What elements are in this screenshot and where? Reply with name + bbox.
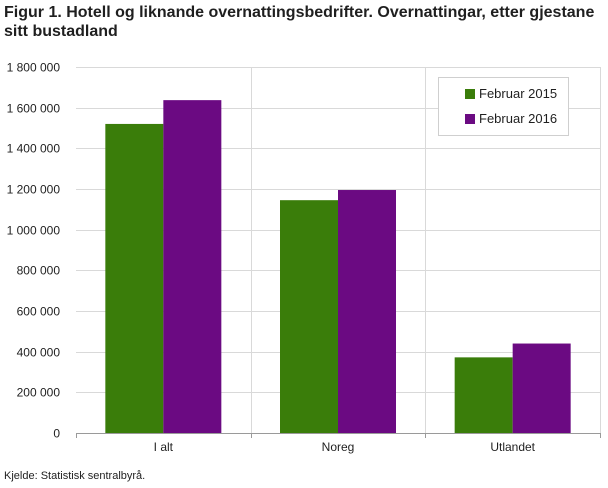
y-tick-label: 400 000 [17,346,61,360]
legend: Februar 2015 Februar 2016 [438,77,569,136]
bar [280,200,338,433]
y-tick-label: 0 [53,427,60,441]
bar [338,190,396,433]
y-tick-label: 1 600 000 [7,102,61,116]
y-tick-label: 800 000 [17,264,61,278]
bar [105,123,164,433]
x-tick-labels: I alt Noreg Utlandet [154,440,536,454]
y-tick-label: 600 000 [17,305,61,319]
legend-label: Februar 2016 [479,111,557,126]
y-tick-label: 1 400 000 [7,142,61,156]
y-tick-label: 1 800 000 [7,61,61,75]
bar [512,343,571,433]
y-tick-label: 1 200 000 [7,183,61,197]
axes [76,433,601,438]
legend-swatch [465,114,475,124]
x-tick-label: I alt [154,440,174,454]
x-tick-label: Utlandet [490,440,535,454]
y-tick-labels: 0 200 000 400 000 600 000 800 000 1 000 000 1 … [7,61,61,441]
bar [163,100,222,433]
legend-label: Februar 2015 [479,86,557,101]
legend-swatch [465,89,475,99]
source-note: Kjelde: Statistisk sentralbyrå. [4,470,146,482]
y-tick-label: 1 000 000 [7,224,61,238]
bars [105,100,571,433]
y-tick-label: 200 000 [17,386,61,400]
chart-title: Figur 1. Hotell og liknande overnattings… [4,4,595,40]
x-tick-label: Noreg [322,440,355,454]
legend-box [438,77,569,136]
bar [454,357,513,433]
